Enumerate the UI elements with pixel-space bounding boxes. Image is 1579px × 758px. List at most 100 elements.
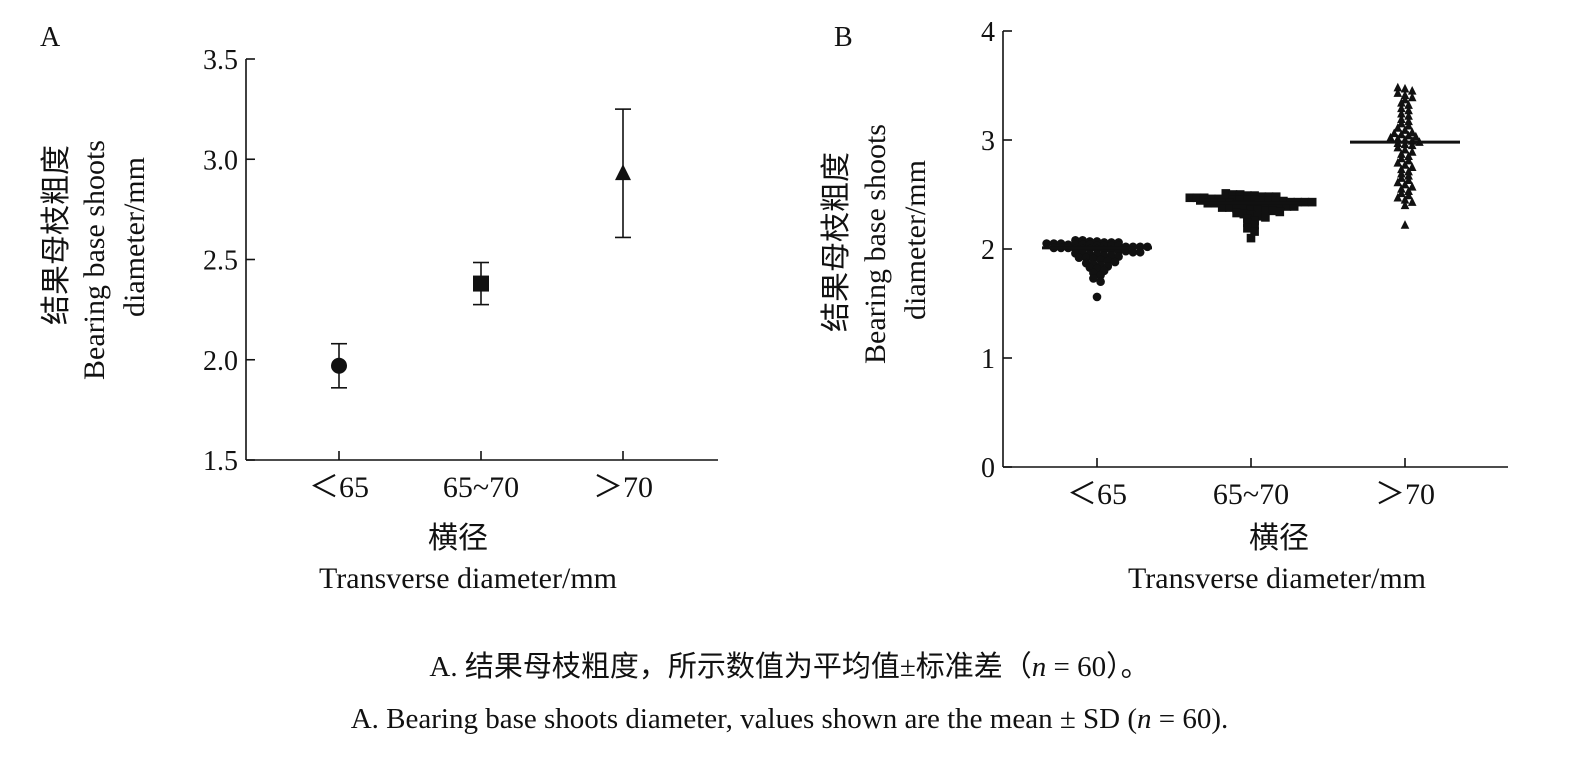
data-point: [1042, 239, 1051, 248]
data-point: [1400, 90, 1410, 100]
data-point: [1400, 144, 1410, 154]
panel-a-ylabel-zh: 结果母枝粗度: [40, 145, 73, 325]
data-point: [1257, 196, 1267, 206]
data-point: [1307, 197, 1317, 207]
data-point: [1404, 151, 1413, 161]
panel-a-xlabel-zh: 横径: [428, 522, 488, 555]
y-tick-label: 4: [981, 17, 995, 48]
caption-zh-text: A. 结果母枝粗度，所示数值为平均值±标准差（: [429, 651, 1032, 683]
data-point: [1289, 202, 1299, 211]
y-tick-label: 2.5: [203, 246, 238, 277]
y-tick-label: 2: [981, 235, 995, 266]
x-tick-label: 65~70: [443, 471, 519, 504]
data-point: [1185, 193, 1195, 203]
data-point: [1271, 196, 1281, 206]
data-point: [1397, 188, 1406, 198]
panel-b-xlabel-zh: 横径: [1249, 522, 1309, 555]
data-point: [1239, 204, 1249, 213]
data-point: [1264, 192, 1274, 201]
data-point: [1214, 194, 1223, 204]
caption-zh-tail: = 60）。: [1046, 651, 1150, 683]
data-point: [1397, 118, 1406, 128]
panel-a-ylabel-en-1: Bearing base shoots: [78, 140, 111, 380]
data-point: [1235, 195, 1245, 205]
data-point: [1246, 205, 1256, 215]
data-point: [1089, 274, 1098, 283]
data-point: [1397, 114, 1406, 123]
data-point: [1250, 220, 1259, 230]
x-tick-label: 65~70: [1213, 478, 1289, 511]
data-point: [1282, 202, 1292, 211]
data-point: [1268, 201, 1277, 210]
panel-a-label: A: [40, 22, 61, 53]
caption-en-tail: = 60).: [1151, 703, 1229, 735]
data-point: [1096, 270, 1105, 280]
caption-zh: A. 结果母枝粗度，所示数值为平均值±标准差（n = 60）。: [0, 643, 1579, 685]
data-point: [1225, 203, 1234, 212]
data-point: [1397, 184, 1406, 193]
data-point: [1243, 223, 1252, 233]
mean-marker: [615, 164, 631, 181]
data-point: [1404, 155, 1413, 165]
data-point: [1096, 277, 1105, 287]
data-point: [1404, 171, 1413, 180]
data-point: [1397, 164, 1406, 174]
caption-en: A. Bearing base shoots diameter, values …: [0, 703, 1579, 736]
mean-marker: [473, 275, 489, 292]
data-point: [1389, 128, 1399, 138]
data-point: [1243, 214, 1252, 223]
data-point: [1393, 142, 1403, 152]
data-point: [1397, 173, 1406, 182]
data-point: [1217, 203, 1227, 212]
data-point: [1250, 227, 1259, 236]
data-point: [1404, 190, 1413, 200]
data-point: [1110, 257, 1120, 267]
data-point: [1404, 100, 1413, 109]
y-tick-label: 3: [981, 126, 995, 157]
data-point: [1407, 162, 1417, 171]
data-point: [1250, 191, 1259, 200]
data-point: [1246, 233, 1256, 243]
panel-a: A 1.5 2.0 2.5 3.0 3.5 ＜65 65~70 ＞70 横径 Transve…: [40, 22, 718, 595]
data-point: [1393, 82, 1403, 92]
data-point: [1232, 208, 1241, 218]
data-point: [1404, 166, 1413, 176]
data-point: [1411, 131, 1421, 141]
data-point: [1407, 181, 1417, 191]
data-point: [1243, 218, 1252, 228]
data-point: [1232, 204, 1241, 213]
panel-a-xlabel-en: Transverse diameter/mm: [319, 562, 617, 595]
data-point: [1074, 253, 1084, 263]
y-tick-label: 0: [981, 453, 995, 484]
panel-b-marks: [1042, 82, 1460, 302]
data-point: [1400, 220, 1410, 229]
data-point: [1199, 193, 1209, 203]
data-point: [1404, 186, 1413, 195]
data-point: [1393, 88, 1403, 97]
data-point: [1235, 190, 1245, 199]
data-point: [1400, 195, 1410, 204]
caption-zh-n: n: [1031, 651, 1047, 683]
panel-b-xlabel-en: Transverse diameter/mm: [1128, 562, 1426, 595]
data-point: [1397, 129, 1406, 139]
x-tick-label: ＜65: [309, 471, 369, 504]
data-point: [1407, 86, 1417, 95]
caption-en-text: A. Bearing base shoots diameter, values …: [350, 703, 1137, 735]
data-point: [1207, 194, 1216, 204]
panel-b-ylabel-zh: 结果母枝粗度: [820, 152, 853, 332]
data-point: [1400, 179, 1410, 189]
data-point: [1404, 120, 1413, 130]
data-point: [1268, 206, 1277, 216]
y-tick-label: 3.5: [203, 45, 238, 76]
data-point: [1397, 97, 1406, 107]
data-point: [1404, 105, 1413, 115]
data-point: [1397, 149, 1406, 158]
panel-b-ylabel-en-1: Bearing base shoots: [859, 124, 892, 364]
data-point: [1261, 201, 1270, 210]
data-point: [1404, 111, 1413, 120]
data-point: [1239, 209, 1249, 219]
panel-b: B 0 1 2 3 4 ＜65 65~70 ＞70 横径 Transverse diamet…: [820, 17, 1508, 595]
data-point: [1397, 153, 1406, 163]
data-point: [1404, 175, 1413, 185]
